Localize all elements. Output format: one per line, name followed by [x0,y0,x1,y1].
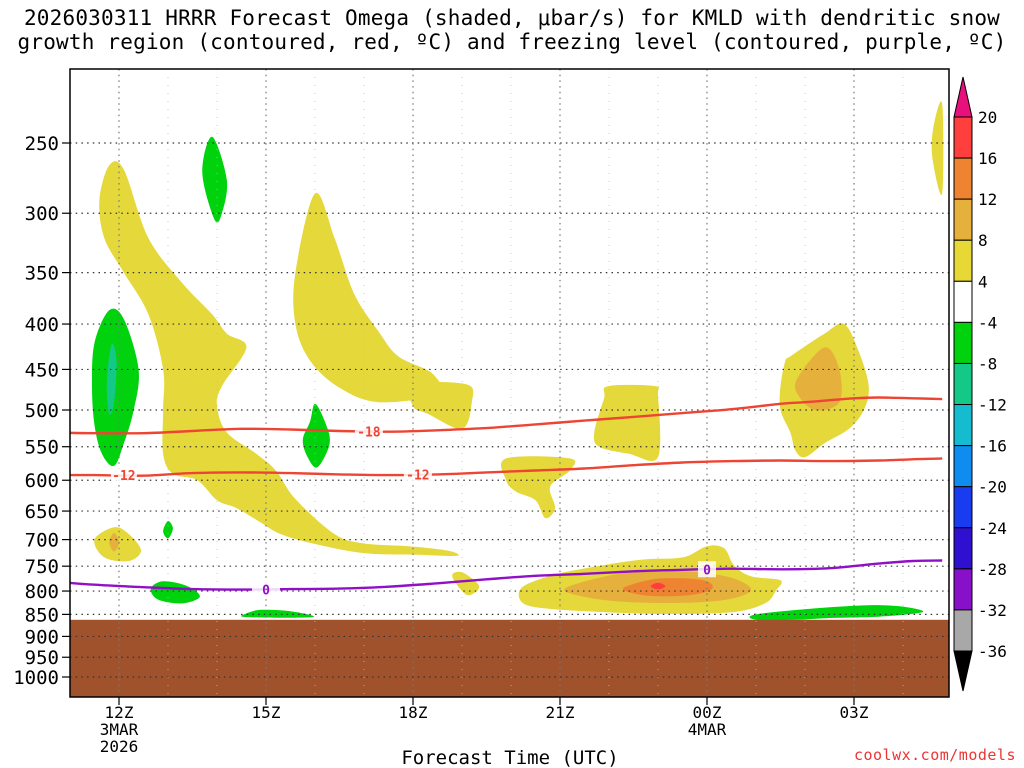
omega-region-8 [452,571,480,596]
contour-dgz-bottom [70,457,943,477]
chart-title-line2: growth region (contoured, red, ºC) and f… [17,30,1007,54]
colorbar-label-3: 8 [978,231,988,250]
xtick-label-24-0: 00Z [693,703,722,722]
contour-label-freezing-level: 0 [262,583,270,598]
xtick-label-24-1: 4MAR [688,720,727,739]
xtick-label-21-0: 21Z [546,703,575,722]
contour-label-bg-freezing-level-2 [698,561,716,578]
contour-label-dgz-top: -18 [357,425,381,440]
chart-title-line1: 2026030311 HRRR Forecast Omega (shaded, … [23,6,1001,30]
omega-region-22 [106,343,117,415]
contour-freezing-level [70,559,943,591]
omega-region-0 [99,161,459,557]
xtick-label-12-2: 2026 [100,737,139,756]
omega-region-11 [794,347,842,411]
contour-dgz-top [70,396,943,435]
omega-region-6 [931,101,944,196]
ytick-label-900: 900 [25,626,59,648]
omega-region-14 [650,582,666,590]
colorbar-label-12: -32 [978,601,1007,620]
ytick-label-250: 250 [25,133,59,155]
colorbar-swatch-10 [953,527,973,570]
plot-frame [69,68,950,698]
colorbar-label-4: 4 [978,272,988,291]
ytick-label-450: 450 [25,359,59,381]
colorbar-label-7: -12 [978,396,1007,415]
colorbar-label-0: 20 [978,108,997,127]
colorbar-swatch-12 [953,609,973,652]
ytick-label-950: 950 [25,647,59,669]
chart-title: 2026030311 HRRR Forecast Omega (shaded, … [0,6,1024,54]
colorbar-label-8: -16 [978,437,1007,456]
contours: -18 -12 0 -12 0 [70,396,943,598]
ytick-label-350: 350 [25,263,59,285]
colorbar-swatch-7 [953,404,973,447]
contour-label-bg-dgz-top [354,423,383,440]
omega-region-19 [150,581,200,604]
colorbar-swatch-3 [953,239,973,282]
colorbar-label-13: -36 [978,642,1007,661]
colorbar-swatch-2 [953,198,973,241]
x-axis-label: Forecast Time (UTC) [401,747,618,768]
contour-label-dgz-bottom-2: -12 [112,469,135,484]
colorbar-swatch-9 [953,486,973,529]
colorbar-swatch-4 [953,280,973,323]
omega-region-4 [593,384,661,462]
ytick-label-750: 750 [25,556,59,578]
contour-label-bg-freezing-level [252,581,280,598]
contour-label-bg-dgz-bottom-2 [110,467,137,484]
ytick-label-700: 700 [25,530,59,552]
colorbar-label-9: -20 [978,478,1007,497]
omega-region-13 [622,578,713,597]
colorbar-top-arrow [953,76,973,118]
colorbar-swatch-5 [953,321,973,364]
xtick-label-15-0: 15Z [252,703,281,722]
colorbar-label-5: -4 [978,313,997,332]
ytick-label-800: 800 [25,581,59,603]
gridlines [70,69,949,697]
ytick-label-650: 650 [25,501,59,523]
omega-regions [91,101,944,621]
credit-text: coolwx.com/models [853,746,1016,764]
omega-region-16 [202,136,228,223]
ground [70,619,949,697]
xtick-label-12-0: 12Z [105,703,134,722]
omega-region-21 [749,605,924,621]
omega-region-18 [163,520,173,539]
ytick-label-400: 400 [25,314,59,336]
colorbar-swatch-11 [953,568,973,611]
omega-region-1 [293,192,442,403]
xtick-label-12-1: 3MAR [100,720,139,739]
contour-label-freezing-level-2: 0 [703,563,711,578]
colorbar-label-6: -8 [978,354,997,373]
contour-label-bg-dgz-bottom [403,466,432,483]
y-axis: 2503003504004505005506006507007508008509… [13,133,70,689]
colorbar-bottom-arrow [953,650,973,692]
ytick-label-1000: 1000 [13,667,59,689]
xtick-label-18-0: 18Z [399,703,428,722]
ytick-label-300: 300 [25,203,59,225]
omega-region-12 [109,532,119,552]
colorbar-label-11: -28 [978,560,1007,579]
ytick-label-850: 850 [25,604,59,626]
colorbar-swatch-0 [953,116,973,159]
colorbar-label-10: -24 [978,519,1007,538]
colorbar-label-2: 12 [978,190,997,209]
omega-region-17 [302,403,330,468]
ytick-label-550: 550 [25,437,59,459]
colorbar: 20 16 12 8 4 -4 -8 -12 -16 -20 -24 -28 -32 -36 [953,76,1007,692]
colorbar-label-1: 16 [978,149,997,168]
ground-fill [70,619,949,697]
ytick-label-500: 500 [25,400,59,422]
colorbar-swatch-6 [953,362,973,406]
xtick-label-27-0: 03Z [840,703,869,722]
colorbar-swatch-1 [953,157,973,200]
omega-region-20 [240,609,315,618]
contour-label-dgz-bottom: -12 [406,469,429,484]
colorbar-swatch-8 [953,445,973,488]
ytick-label-600: 600 [25,470,59,492]
omega-region-2 [408,382,474,429]
